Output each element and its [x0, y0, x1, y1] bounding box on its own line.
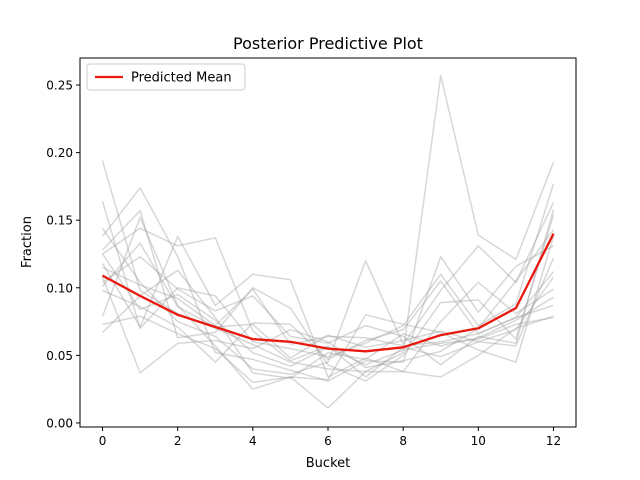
sample-line-5	[101, 209, 555, 382]
x-tick-label: 6	[324, 434, 332, 448]
sample-line-11	[101, 242, 555, 359]
x-tick-label: 2	[174, 434, 182, 448]
legend-label-predicted-mean: Predicted Mean	[131, 71, 232, 86]
y-tick-label: 0.05	[46, 349, 73, 363]
sample-line-15	[101, 269, 554, 380]
y-tick-label: 0.25	[46, 79, 73, 93]
y-axis: 0.00 0.05 0.10 0.15 0.20 0.25	[46, 79, 80, 430]
y-tick-label: 0.00	[46, 416, 73, 430]
legend: Predicted Mean	[86, 63, 246, 91]
sample-line-7	[101, 235, 554, 378]
x-tick-label: 10	[471, 434, 486, 448]
sample-lines-group	[101, 74, 555, 409]
sample-line-1	[101, 74, 555, 373]
x-tick-label: 12	[546, 434, 561, 448]
x-tick-label: 4	[249, 434, 257, 448]
y-tick-label: 0.10	[46, 281, 73, 295]
x-tick-label: 8	[399, 434, 407, 448]
sample-line-3	[101, 202, 555, 376]
y-tick-label: 0.20	[46, 146, 73, 160]
y-axis-label: Fraction	[20, 216, 35, 268]
x-axis-label: Bucket	[306, 456, 350, 471]
sample-line-2	[101, 183, 555, 358]
sample-line-10	[102, 209, 555, 366]
sample-line-14	[102, 315, 554, 409]
mean-line-group	[101, 233, 555, 353]
sample-line-6	[102, 227, 555, 378]
sample-line-12	[102, 271, 555, 363]
sample-line-13	[101, 216, 555, 390]
legend-box	[86, 63, 246, 91]
sample-line-16	[101, 253, 554, 367]
sample-line-8	[102, 266, 554, 347]
sample-line-4	[101, 187, 554, 382]
x-tick-label: 0	[99, 434, 107, 448]
predicted-mean-line	[101, 233, 555, 353]
x-axis: 0 2 4 6 8 10 12	[99, 427, 561, 448]
y-tick-label: 0.15	[46, 214, 73, 228]
chart-title: Posterior Predictive Plot	[233, 34, 423, 53]
